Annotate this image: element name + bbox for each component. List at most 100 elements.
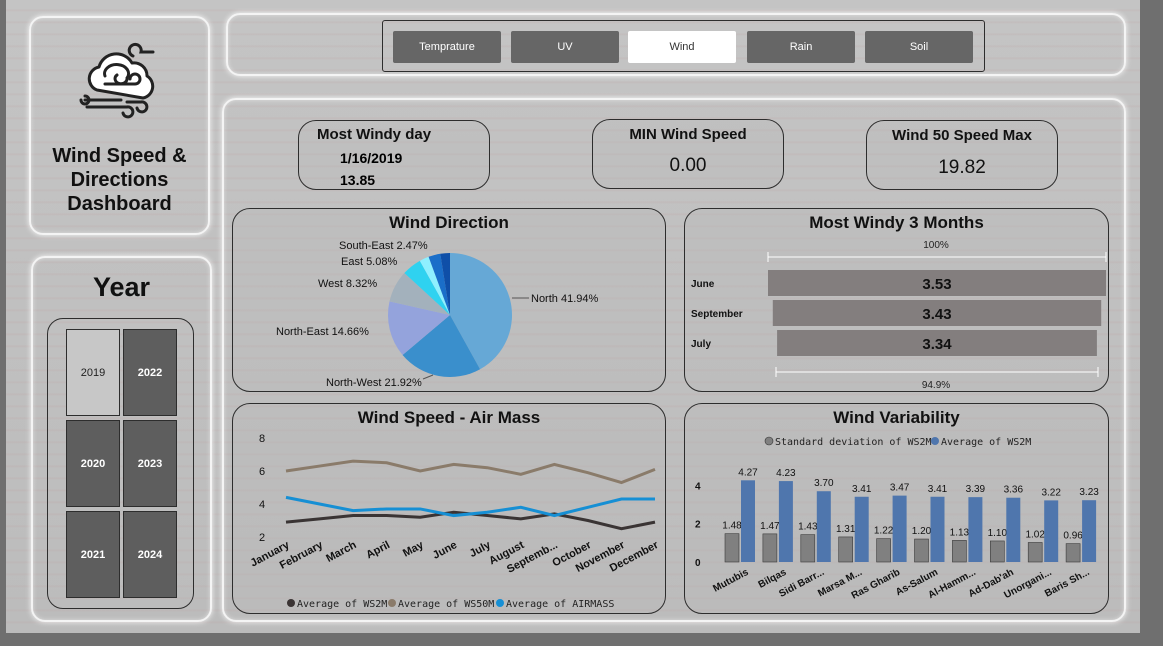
kpi-min-label: MIN Wind Speed	[629, 126, 747, 143]
var-bar-average-of-ws2m-unorgani[interactable]	[1044, 500, 1059, 562]
legend-ws2m-marker	[287, 599, 295, 607]
dashboard-title: Wind Speed & Directions Dashboard	[31, 144, 208, 216]
var-value-standard-deviation-of-ws2m-unorgani: 1.02	[1025, 529, 1045, 540]
pie-slice-other1[interactable]	[428, 253, 450, 315]
year-button-2022[interactable]: 2022	[123, 329, 177, 416]
var-bar-average-of-ws2m-baris-sh[interactable]	[1082, 500, 1097, 562]
tab-rain[interactable]: Rain	[747, 31, 855, 63]
kpi-most-windy-day: Most Windy day 1/16/2019 13.85	[298, 120, 490, 190]
var-value-standard-deviation-of-ws2m-sidi-barr: 1.43	[798, 522, 818, 533]
var-bar-average-of-ws2m-ad-dab-ah[interactable]	[1006, 497, 1021, 562]
var-value-average-of-ws2m-mutubis: 4.27	[738, 467, 758, 478]
legend-airmass-marker	[496, 599, 504, 607]
series-line-average-of-airmass[interactable]	[285, 495, 655, 518]
var-bar-standard-deviation-of-ws2m-marsa-m[interactable]	[838, 536, 853, 563]
var-bar-average-of-ws2m-sidi-barr[interactable]	[816, 491, 831, 562]
var-bar-standard-deviation-of-ws2m-unorgani[interactable]	[1027, 542, 1043, 563]
year-button-2019[interactable]: 2019	[66, 329, 120, 416]
var-value-average-of-ws2m-baris-sh: 3.23	[1079, 487, 1099, 498]
var-bar-average-of-ws2m-marsa-m[interactable]	[854, 496, 869, 562]
tab-temprature[interactable]: Temprature	[393, 31, 501, 63]
var-bar-average-of-ws2m-as-salum[interactable]	[930, 496, 945, 562]
var-bar-standard-deviation-of-ws2m-mutubis[interactable]	[724, 533, 740, 563]
var-bar-standard-deviation-of-ws2m-ad-dab-ah[interactable]	[989, 540, 1005, 563]
month-value-july: 3.34	[922, 336, 952, 353]
month-label-july: July	[691, 339, 711, 350]
month-label-june: June	[691, 279, 715, 290]
var-value-average-of-ws2m-al-hamm: 3.39	[966, 484, 986, 495]
var-value-standard-deviation-of-ws2m-bilqas: 1.47	[760, 521, 780, 532]
line-xlabel-april: April	[364, 539, 392, 561]
var-bar-standard-deviation-of-ws2m-baris-sh[interactable]	[1065, 543, 1081, 563]
month-bar-july[interactable]	[777, 330, 1097, 356]
pie-label-west: West 8.32%	[318, 278, 377, 290]
pie-label-north: North 41.94%	[531, 293, 598, 305]
var-bar-average-of-ws2m-al-hamm[interactable]	[968, 497, 983, 562]
kpi-min-value: 0.00	[669, 155, 707, 176]
tab-uv[interactable]: UV	[511, 31, 619, 63]
line-ytick-8: 8	[259, 433, 265, 445]
pie-slice-north[interactable]	[450, 253, 512, 370]
var-bar-average-of-ws2m-ras-gharib[interactable]	[892, 495, 907, 562]
series-line-average-of-ws50m[interactable]	[285, 459, 656, 485]
var-value-average-of-ws2m-as-salum: 3.41	[928, 484, 948, 495]
line-ytick-6: 6	[259, 466, 265, 478]
kpi-windy-day-label: Most Windy day	[317, 126, 432, 143]
pie-label-south-east: South-East 2.47%	[339, 240, 428, 252]
legend-ws50m-label: Average of WS50M	[398, 599, 494, 610]
months-bottom-label: 94.9%	[922, 380, 950, 391]
var-value-standard-deviation-of-ws2m-baris-sh: 0.96	[1063, 531, 1083, 542]
wind-direction-title: Wind Direction	[389, 213, 509, 232]
var-bar-standard-deviation-of-ws2m-al-hamm[interactable]	[952, 540, 967, 563]
year-button-2020[interactable]: 2020	[66, 420, 120, 507]
month-bar-june[interactable]	[768, 270, 1106, 296]
tab-wind[interactable]: Wind	[628, 31, 736, 63]
var-bar-average-of-ws2m-mutubis[interactable]	[741, 480, 755, 562]
year-button-2021[interactable]: 2021	[66, 511, 120, 598]
pie-slice-west[interactable]	[389, 273, 450, 315]
var-bar-average-of-ws2m-bilqas[interactable]	[778, 481, 793, 562]
windy-months-card: Most Windy 3 Months 100% 94.9% June 3.53 S…	[684, 208, 1109, 392]
title-line-3: Dashboard	[67, 193, 172, 215]
line-ytick-2: 2	[259, 532, 265, 544]
months-top-label: 100%	[923, 240, 949, 251]
var-bar-standard-deviation-of-ws2m-sidi-barr[interactable]	[800, 534, 816, 563]
tab-soil[interactable]: Soil	[865, 31, 973, 63]
var-value-standard-deviation-of-ws2m-al-hamm: 1.13	[950, 527, 970, 538]
year-slicer: 2019 2022 2020 2023 2021 2024	[47, 318, 194, 609]
pie-leader-north-west	[422, 374, 434, 380]
legend-avg-label: Average of WS2M	[941, 437, 1031, 448]
wind-direction-pie: North 41.94% North-West 21.92% North-Eas…	[276, 240, 598, 389]
title-line-2: Directions	[70, 169, 169, 191]
line-xlabel-march: March	[324, 539, 358, 565]
pie-slice-north-east[interactable]	[388, 301, 450, 355]
var-bar-standard-deviation-of-ws2m-bilqas[interactable]	[762, 533, 778, 563]
legend-avg-marker	[931, 437, 939, 445]
pie-slice-north-west[interactable]	[402, 315, 481, 377]
tabs-panel: Temprature UV Wind Rain Soil	[226, 13, 1126, 76]
kpi-max-label: Wind 50 Speed Max	[892, 127, 1032, 144]
month-bar-september[interactable]	[772, 300, 1102, 326]
year-button-2024[interactable]: 2024	[123, 511, 177, 598]
year-button-2023[interactable]: 2023	[123, 420, 177, 507]
var-ytick-0: 0	[695, 558, 701, 569]
line-xlabel-june: June	[431, 539, 459, 562]
wind-variability-title: Wind Variability	[833, 408, 960, 427]
month-value-september: 3.43	[922, 306, 951, 323]
pie-slice-east[interactable]	[404, 260, 450, 315]
pie-slice-south-east[interactable]	[419, 256, 450, 315]
windy-months-chart: 100% 94.9% June 3.53 September 3.43 July 3.34	[691, 240, 1107, 391]
kpi-wind50-max: Wind 50 Speed Max 19.82	[866, 120, 1058, 190]
legend-airmass-label: Average of AIRMASS	[506, 599, 614, 610]
pie-label-north-west: North-West 21.92%	[326, 377, 422, 389]
var-value-standard-deviation-of-ws2m-marsa-m: 1.31	[836, 524, 856, 535]
main-panel	[222, 98, 1126, 622]
pie-slice-other2[interactable]	[440, 253, 450, 315]
kpi-windy-day-value: 13.85	[340, 172, 376, 188]
legend-ws2m-label: Average of WS2M	[297, 599, 387, 610]
air-mass-legend: Average of WS2M Average of WS50M Average…	[287, 599, 614, 610]
title-line-1: Wind Speed &	[52, 145, 187, 167]
var-bar-standard-deviation-of-ws2m-ras-gharib[interactable]	[876, 538, 891, 563]
var-bar-standard-deviation-of-ws2m-as-salum[interactable]	[914, 538, 929, 563]
